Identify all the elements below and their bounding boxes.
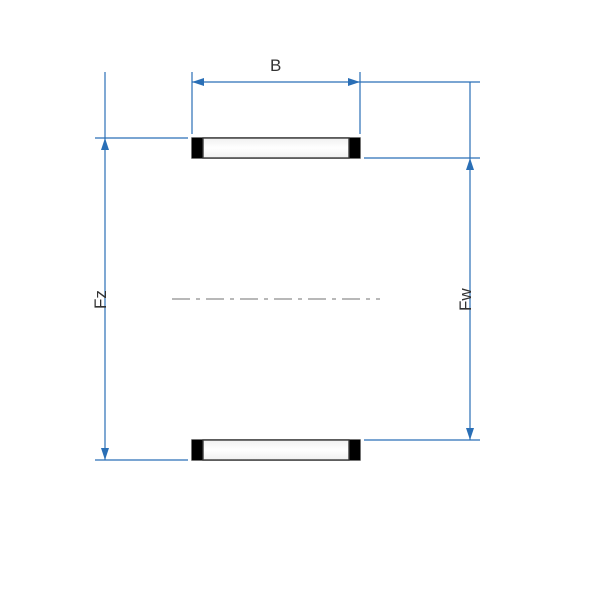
dim-label-B: B — [270, 56, 281, 76]
dim-label-Fz: Fz — [91, 290, 111, 309]
bearing-dimension-diagram — [0, 0, 600, 600]
dim-label-Fw: Fw — [456, 288, 476, 311]
